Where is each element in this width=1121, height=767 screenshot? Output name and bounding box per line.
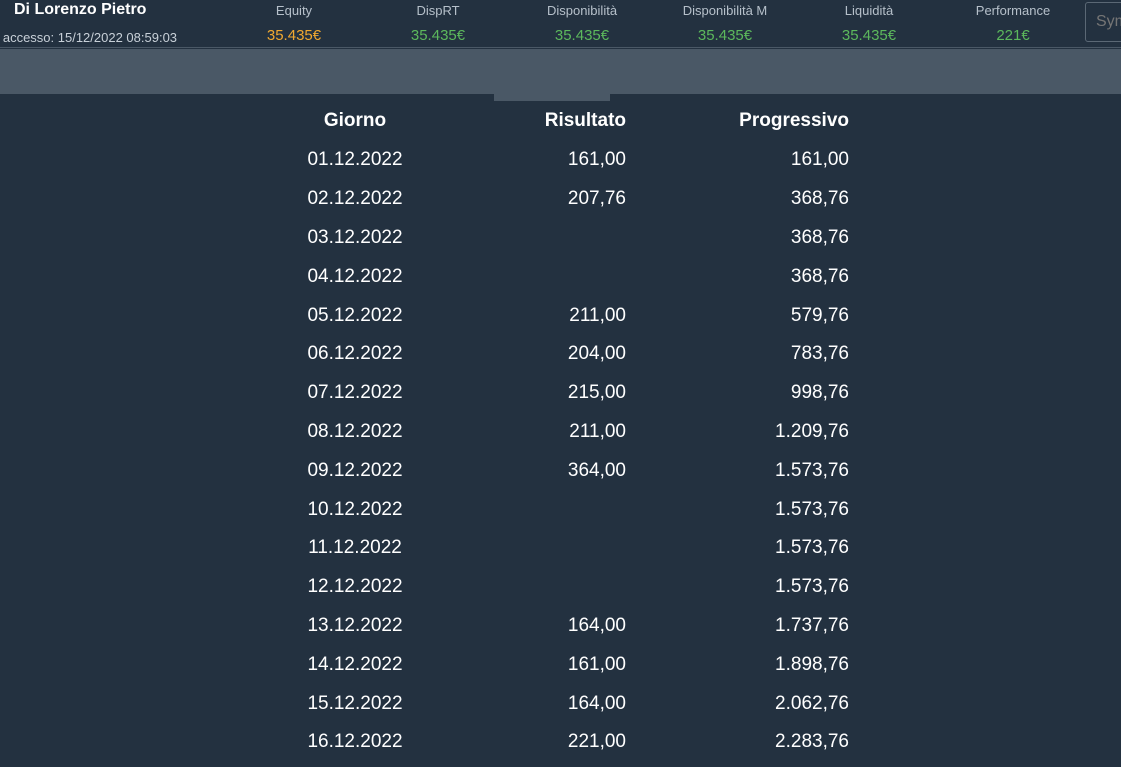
cell-progressive: 579,76 [790, 304, 849, 326]
cell-result [420, 219, 626, 258]
cell-day: 03.12.2022 [307, 226, 403, 248]
cell-progressive: 161,00 [790, 149, 849, 171]
cell-day: 08.12.2022 [307, 420, 403, 442]
metric-label: Disponibilità M [682, 3, 768, 18]
cell-result: 211,00 [569, 420, 626, 442]
table-row: 11.12.2022 1.573,76 [290, 529, 849, 568]
cell-day: 01.12.2022 [307, 149, 403, 171]
cell-day: 16.12.2022 [307, 731, 403, 753]
metric-value: 35.435€ [410, 27, 466, 44]
metric-disprt: DispRT 35.435€ [368, 0, 508, 44]
table-body: 01.12.2022 161,00 161,00 02.12.2022 207,76 36… [290, 141, 849, 762]
cell-day: 04.12.2022 [307, 265, 403, 287]
cell-progressive: 2.062,76 [775, 692, 849, 714]
cell-result: 364,00 [567, 459, 626, 481]
cell-progressive: 2.283,76 [775, 731, 849, 753]
table-row: 12.12.2022 1.573,76 [290, 568, 849, 607]
cell-day: 06.12.2022 [307, 343, 403, 365]
metric-equity: Equity 35.435€ [224, 0, 364, 44]
cell-progressive: 1.573,76 [775, 537, 849, 559]
metric-performance: Performance 221€ [943, 0, 1083, 44]
cell-day: 05.12.2022 [307, 304, 403, 326]
metric-value: 35.435€ [697, 27, 753, 44]
top-bar: Di Lorenzo Pietro o accesso: 15/12/2022 … [0, 0, 1121, 48]
table-row: 09.12.2022 364,00 1.573,76 [290, 451, 849, 490]
table-row: 14.12.2022 161,00 1.898,76 [290, 645, 849, 684]
cell-day: 09.12.2022 [307, 459, 403, 481]
toolbar-tab-indicator [494, 94, 610, 101]
table-row: 07.12.2022 215,00 998,76 [290, 374, 849, 413]
cell-progressive: 1.209,76 [775, 420, 849, 442]
cell-day: 11.12.2022 [308, 537, 402, 559]
table-row: 01.12.2022 161,00 161,00 [290, 141, 849, 180]
cell-day: 13.12.2022 [307, 614, 403, 636]
cell-result: 161,00 [567, 149, 626, 171]
cell-result: 221,00 [567, 731, 626, 753]
metric-label: Equity [275, 3, 313, 18]
cell-progressive: 1.898,76 [775, 653, 849, 675]
table-row: 05.12.2022 211,00 579,76 [290, 296, 849, 335]
cell-progressive: 1.573,76 [775, 576, 849, 598]
metric-label: DispRT [416, 3, 460, 18]
column-header-progressivo: Progressivo [739, 110, 849, 131]
metric-disponibilita-m: Disponibilità M 35.435€ [655, 0, 795, 44]
cell-progressive: 1.737,76 [775, 614, 849, 636]
last-access: o accesso: 15/12/2022 08:59:03 [0, 30, 178, 45]
metric-label: Disponibilità [546, 3, 618, 18]
column-header-giorno: Giorno [323, 110, 387, 131]
table-row: 08.12.2022 211,00 1.209,76 [290, 413, 849, 452]
table-row: 06.12.2022 204,00 783,76 [290, 335, 849, 374]
user-name: Di Lorenzo Pietro [14, 1, 147, 18]
cell-progressive: 783,76 [790, 343, 849, 365]
table-row: 03.12.2022 368,76 [290, 219, 849, 258]
cell-result [420, 257, 626, 296]
cell-result: 164,00 [567, 692, 626, 714]
metric-value: 35.435€ [841, 27, 897, 44]
cell-day: 10.12.2022 [307, 498, 403, 520]
table-row: 16.12.2022 221,00 2.283,76 [290, 723, 849, 762]
cell-result: 204,00 [567, 343, 626, 365]
table-row: 04.12.2022 368,76 [290, 257, 849, 296]
metric-label: Performance [975, 3, 1051, 18]
table-header-row: Giorno Risultato Progressivo [290, 101, 849, 141]
cell-result [420, 568, 626, 607]
cell-progressive: 368,76 [790, 265, 849, 287]
column-header-risultato: Risultato [544, 110, 626, 131]
table-row: 15.12.2022 164,00 2.062,76 [290, 684, 849, 723]
table-row: 13.12.2022 164,00 1.737,76 [290, 607, 849, 646]
cell-day: 07.12.2022 [307, 382, 403, 404]
cell-result: 215,00 [567, 382, 626, 404]
metric-disponibilita: Disponibilità 35.435€ [512, 0, 652, 44]
cell-progressive: 998,76 [790, 382, 849, 404]
metric-label: Liquidità [844, 3, 894, 18]
symbol-search-input[interactable] [1085, 2, 1121, 42]
metric-value: 35.435€ [554, 27, 610, 44]
metric-value: 35.435€ [266, 27, 322, 44]
cell-result [420, 490, 626, 529]
cell-result: 164,00 [567, 614, 626, 636]
cell-day: 15.12.2022 [307, 692, 403, 714]
cell-day: 14.12.2022 [307, 653, 403, 675]
cell-progressive: 368,76 [790, 188, 849, 210]
cell-progressive: 1.573,76 [775, 498, 849, 520]
table-row: 10.12.2022 1.573,76 [290, 490, 849, 529]
cell-result: 161,00 [567, 653, 626, 675]
cell-result: 211,00 [569, 304, 626, 326]
toolbar-strip [0, 49, 1121, 94]
cell-day: 02.12.2022 [307, 188, 403, 210]
table-row: 02.12.2022 207,76 368,76 [290, 180, 849, 219]
cell-day: 12.12.2022 [307, 576, 403, 598]
cell-result [420, 529, 626, 568]
metric-value: 221€ [996, 27, 1030, 44]
metric-liquidita: Liquidità 35.435€ [799, 0, 939, 44]
cell-progressive: 368,76 [790, 226, 849, 248]
cell-result: 207,76 [567, 188, 626, 210]
cell-progressive: 1.573,76 [775, 459, 849, 481]
daily-results-table: Giorno Risultato Progressivo 01.12.2022 1… [290, 101, 849, 762]
